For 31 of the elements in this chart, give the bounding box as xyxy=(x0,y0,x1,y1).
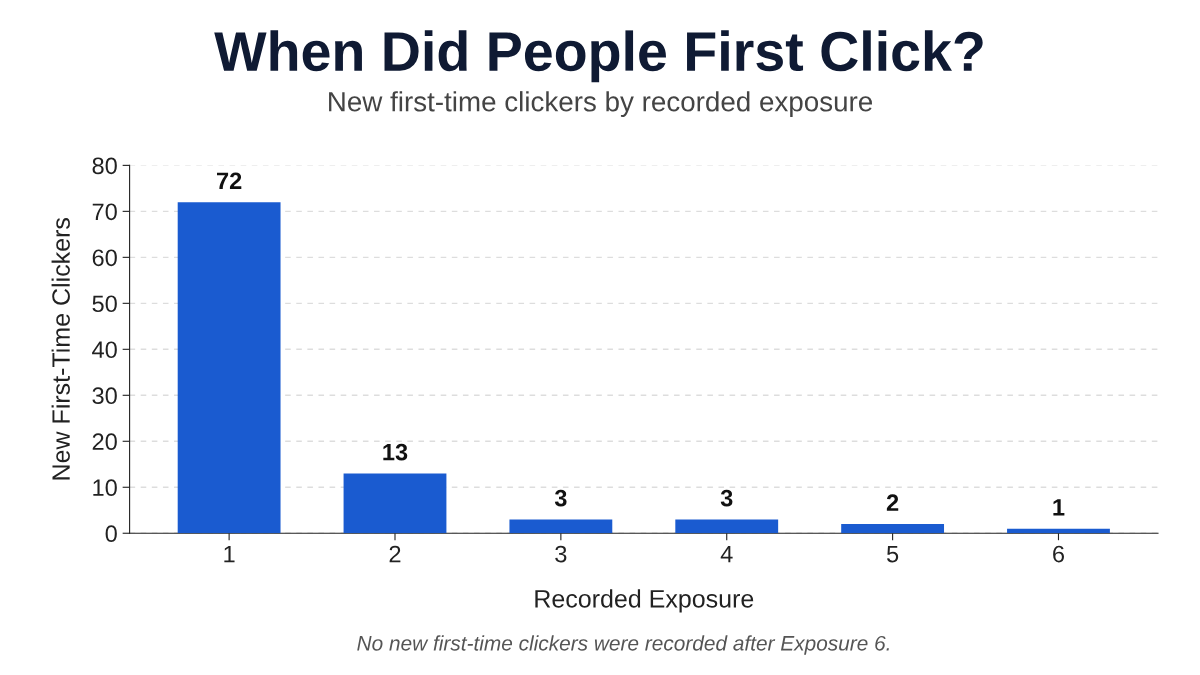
data-label: 13 xyxy=(383,443,408,461)
x-tick-label: 2 xyxy=(389,545,401,563)
bar xyxy=(177,202,281,534)
bar xyxy=(841,524,945,534)
data-label: 1 xyxy=(1053,499,1065,516)
x-tick-label: 3 xyxy=(555,545,567,563)
y-tick-label: 80 xyxy=(92,157,117,175)
x-axis-title: Recorded Exposure xyxy=(535,589,754,613)
y-tick-label: 10 xyxy=(93,479,117,497)
y-tick-label: 60 xyxy=(92,249,117,267)
y-tick-label: 70 xyxy=(92,203,117,221)
x-tick-label: 4 xyxy=(720,545,733,563)
y-axis-title: New First-Time Clickers xyxy=(51,218,70,480)
data-label: 3 xyxy=(554,489,567,507)
text: No new first-time clickers were recorded after Exposure 6. xyxy=(357,635,889,655)
data-label: 2 xyxy=(886,494,899,511)
data-label: 3 xyxy=(720,489,733,507)
y-tick-label: 30 xyxy=(92,387,117,405)
chart-title: When Did People First Click? xyxy=(214,30,983,83)
y-tick-label: 50 xyxy=(92,295,117,313)
bar xyxy=(343,473,447,534)
chart-subtitle: New first-time clickers by recorded exposure xyxy=(329,91,873,118)
bar xyxy=(509,519,613,534)
y-tick-label: 40 xyxy=(92,341,117,359)
bar xyxy=(675,519,779,534)
y-tick-label: 0 xyxy=(105,525,117,543)
y-tick-label: 20 xyxy=(92,433,117,451)
x-tick-label: 6 xyxy=(1053,545,1065,563)
data-label: 72 xyxy=(217,172,242,189)
x-tick-label: 5 xyxy=(886,545,899,563)
x-tick-label: 1 xyxy=(224,545,235,563)
